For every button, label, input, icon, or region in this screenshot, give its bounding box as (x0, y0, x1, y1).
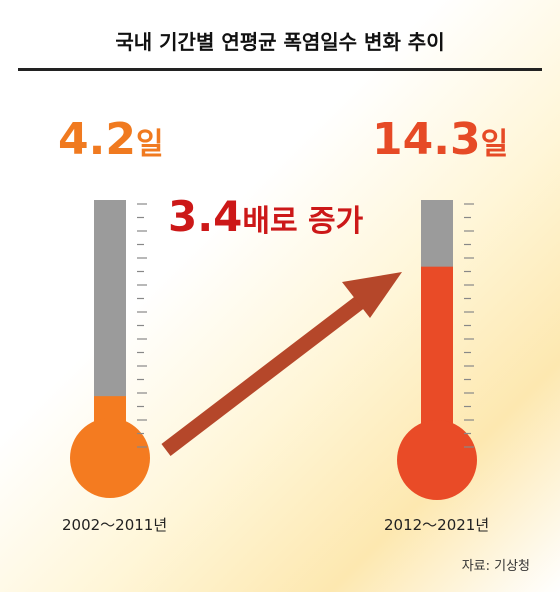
chart-title: 국내 기간별 연평균 폭염일수 변화 추이 (115, 30, 445, 54)
increase-arrow (161, 272, 402, 456)
thermometer-ticks-1 (137, 203, 147, 448)
thermometer-bulb-1 (70, 418, 150, 498)
value-label-2: 14.3일 (372, 114, 509, 165)
source-note: 자료: 기상청 (461, 559, 530, 574)
category-label-1: 2002～2011년 (62, 516, 168, 534)
increase-annotation: 3.4배로 증가 (168, 192, 364, 241)
category-label-2: 2012～2021년 (384, 516, 490, 534)
thermometer-bulb-2 (397, 420, 477, 500)
thermometer-ticks-2 (464, 203, 474, 448)
value-label-1: 4.2일 (58, 114, 164, 165)
title-divider (18, 68, 542, 71)
